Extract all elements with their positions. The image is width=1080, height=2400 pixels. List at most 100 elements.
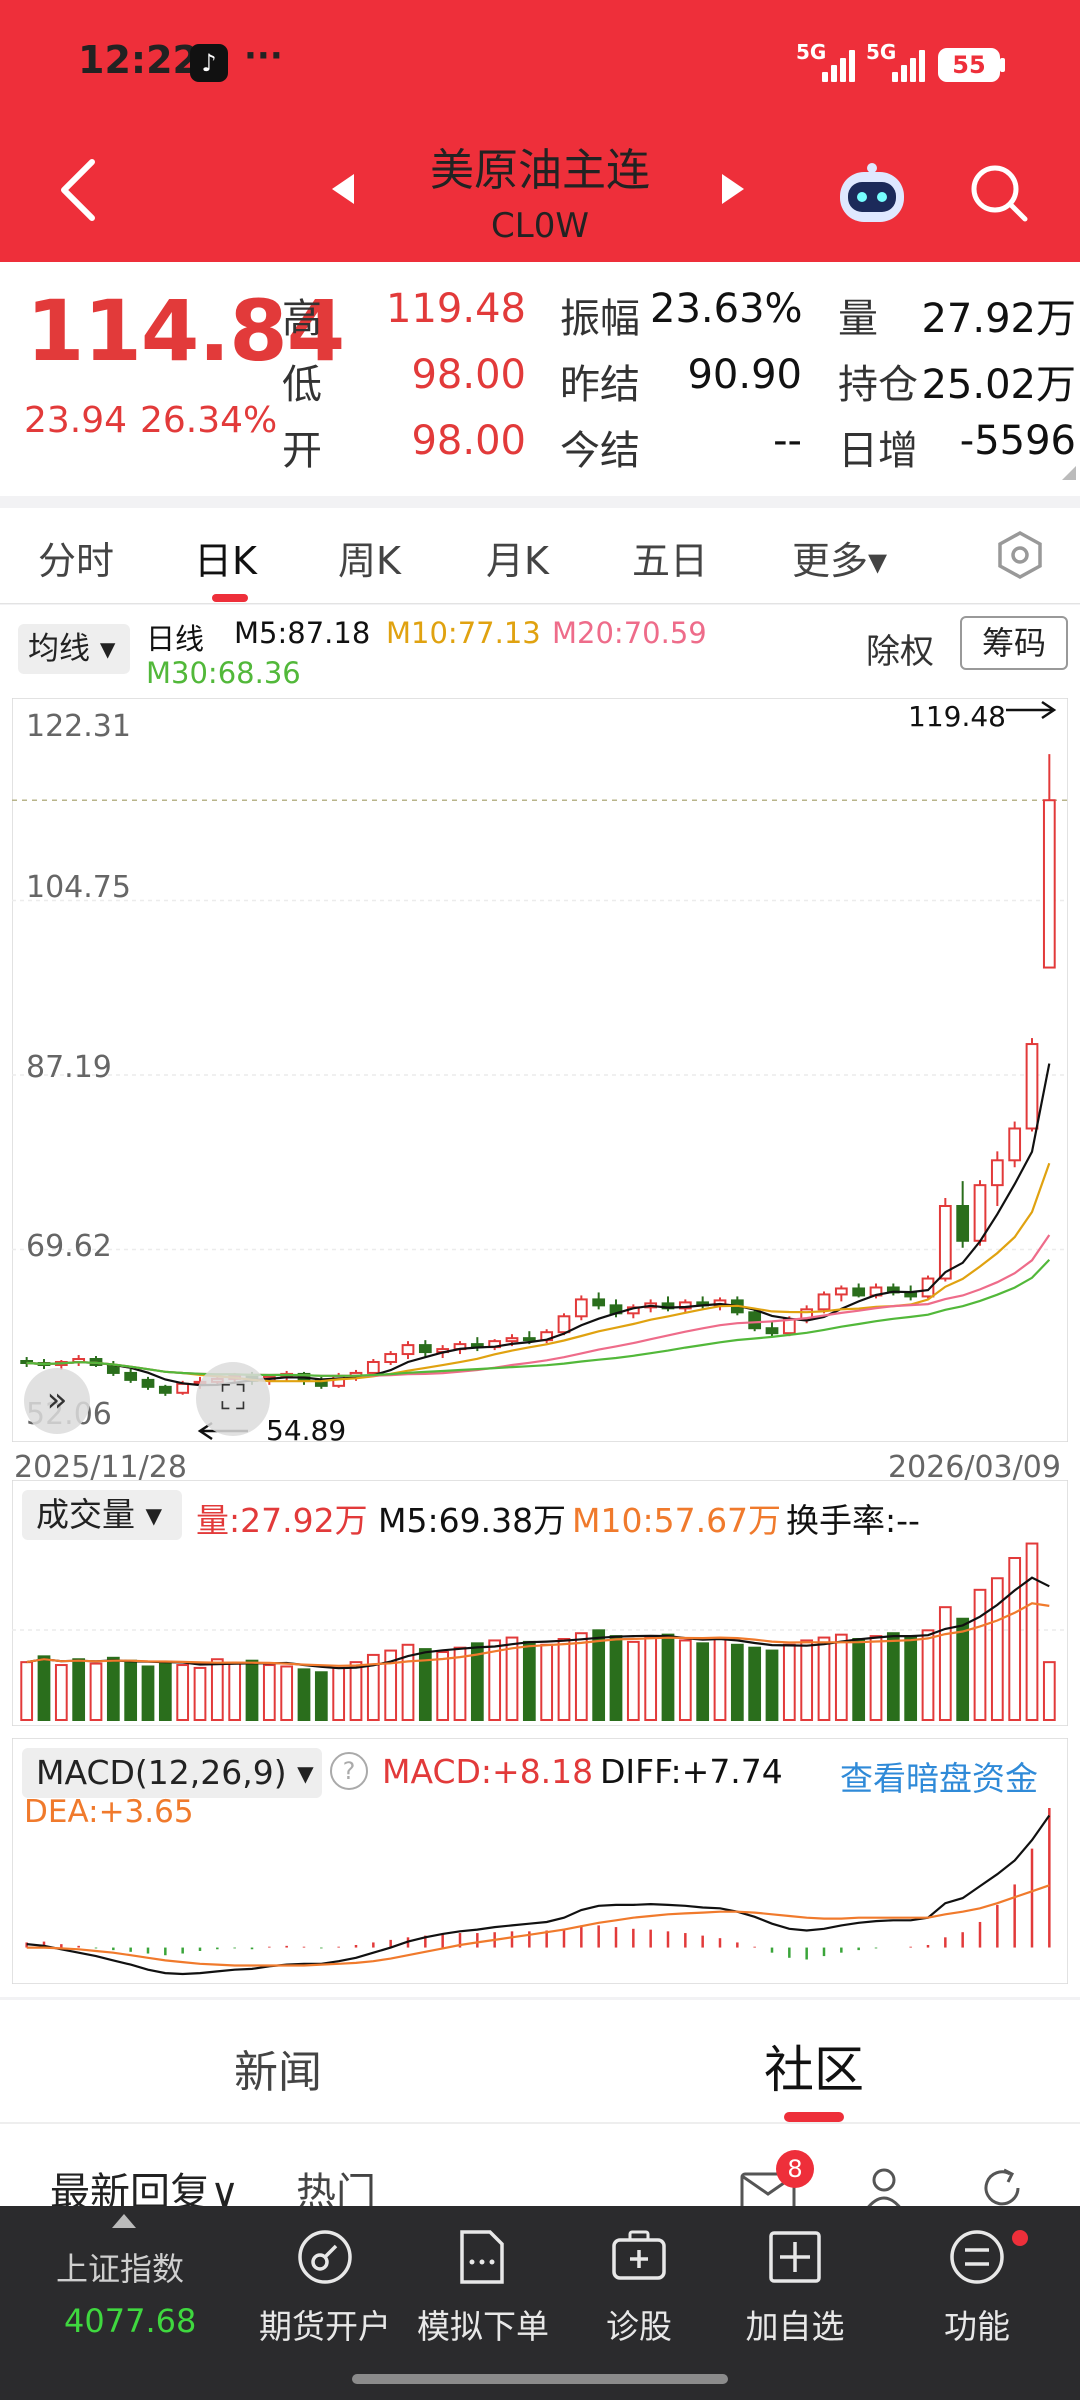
volume-bar bbox=[332, 1666, 346, 1721]
x-end-date: 2026/03/09 bbox=[888, 1450, 1061, 1485]
kline-chart[interactable]: 122.31 104.75 87.19 69.62 52.06 119.48 5… bbox=[12, 698, 1068, 1442]
futures-account-button[interactable]: 期货开户 bbox=[259, 2307, 391, 2346]
ma30-value: M30:68.36 bbox=[146, 656, 301, 690]
futures-account-icon[interactable] bbox=[296, 2228, 354, 2286]
candle bbox=[852, 1287, 866, 1297]
min-price-annotation: 54.89 bbox=[266, 1414, 346, 1442]
contract-code: CL0W bbox=[491, 206, 589, 246]
candle bbox=[124, 1371, 138, 1381]
prev-contract-button[interactable] bbox=[330, 172, 356, 215]
candle bbox=[800, 1308, 814, 1321]
status-time: 12:22 bbox=[78, 38, 199, 82]
candle bbox=[973, 1184, 987, 1242]
ma-selector[interactable]: 均线 ▾ bbox=[18, 624, 130, 674]
volume-bar bbox=[713, 1637, 727, 1721]
bottom-toolbar bbox=[0, 2206, 1080, 2400]
back-button[interactable] bbox=[58, 158, 98, 233]
search-icon[interactable] bbox=[968, 162, 1030, 224]
help-icon[interactable]: ? bbox=[330, 1752, 368, 1790]
volume-bar bbox=[384, 1649, 398, 1722]
volume-chart[interactable] bbox=[12, 1480, 1068, 1726]
functions-button[interactable]: 功能 bbox=[944, 2307, 1010, 2346]
dark-pool-link[interactable]: 查看暗盘资金 bbox=[840, 1759, 1038, 1798]
volume-bar bbox=[592, 1629, 606, 1721]
volume-indicator-selector[interactable]: 成交量 ▾ bbox=[22, 1490, 182, 1540]
tab-news[interactable]: 新闻 bbox=[234, 2047, 322, 2098]
open-interest-value: 25.02万 bbox=[921, 362, 1076, 408]
caret-up-icon[interactable] bbox=[112, 2214, 136, 2228]
tab-five-day[interactable]: 五日 bbox=[632, 539, 709, 583]
volume-bar bbox=[782, 1643, 796, 1722]
tab-intraday[interactable]: 分时 bbox=[38, 539, 115, 583]
volume-bar bbox=[817, 1636, 831, 1721]
tab-daily-k[interactable]: 日K bbox=[194, 539, 257, 583]
volume-bar bbox=[765, 1649, 779, 1722]
y-tick-label: 69.62 bbox=[26, 1229, 112, 1264]
ma5-line bbox=[26, 1063, 1051, 1387]
volume-bar bbox=[505, 1636, 519, 1721]
macd-chart[interactable] bbox=[12, 1738, 1068, 1984]
daily-change-label: 日增 bbox=[838, 428, 918, 474]
low-label: 低 bbox=[282, 362, 322, 408]
add-watchlist-button[interactable]: 加自选 bbox=[745, 2307, 845, 2346]
volume-bar bbox=[661, 1633, 675, 1721]
document-icon[interactable] bbox=[452, 2228, 510, 2286]
battery-tip bbox=[1000, 58, 1005, 72]
candle bbox=[20, 1360, 34, 1365]
volume-bar bbox=[1025, 1542, 1039, 1721]
macd-value: MACD:+8.18 bbox=[382, 1752, 594, 1791]
volume-bar bbox=[1008, 1556, 1022, 1721]
tab-monthly-k[interactable]: 月K bbox=[486, 539, 549, 583]
volume-bar bbox=[574, 1632, 588, 1721]
expand-corner-icon[interactable] bbox=[1062, 466, 1076, 480]
tab-weekly-k[interactable]: 周K bbox=[338, 539, 401, 583]
period-tabs bbox=[0, 508, 1080, 604]
volume-bar bbox=[228, 1662, 242, 1721]
active-tab-indicator bbox=[212, 594, 248, 602]
expand-chart-button[interactable]: » bbox=[24, 1368, 90, 1434]
add-watchlist-icon[interactable] bbox=[766, 2228, 824, 2286]
volume-bar bbox=[453, 1646, 467, 1722]
stock-diagnosis-button[interactable]: 诊股 bbox=[606, 2307, 672, 2346]
volume-bar bbox=[141, 1665, 155, 1721]
settle-label: 今结 bbox=[560, 428, 640, 474]
high-label: 高 bbox=[282, 296, 322, 342]
quote-panel bbox=[0, 262, 1080, 496]
chips-button[interactable]: 筹码 bbox=[960, 616, 1068, 670]
ma20-value: M20:70.59 bbox=[552, 616, 707, 650]
open-interest-label: 持仓 bbox=[838, 362, 918, 408]
settings-hex-icon[interactable] bbox=[996, 530, 1044, 580]
settle-value: -- bbox=[773, 418, 802, 464]
y-tick-label: 87.19 bbox=[26, 1050, 112, 1085]
volume-bar bbox=[488, 1639, 502, 1721]
volume-bar bbox=[522, 1640, 536, 1721]
chevron-left-icon bbox=[61, 159, 95, 221]
tab-more[interactable]: 更多▾ bbox=[792, 539, 888, 583]
amplitude-label: 振幅 bbox=[560, 296, 640, 342]
volume-bar bbox=[436, 1651, 450, 1721]
refresh-icon[interactable] bbox=[980, 2166, 1024, 2210]
index-name[interactable]: 上证指数 bbox=[56, 2250, 185, 2288]
next-contract-button[interactable] bbox=[720, 172, 746, 215]
volume-bar bbox=[800, 1639, 814, 1721]
ai-robot-icon[interactable] bbox=[834, 162, 910, 226]
volume-bar bbox=[297, 1668, 311, 1721]
candle bbox=[574, 1298, 588, 1318]
prev-settle-value: 90.90 bbox=[687, 352, 802, 398]
volume-bar bbox=[124, 1659, 138, 1721]
user-icon[interactable] bbox=[862, 2166, 906, 2210]
home-indicator[interactable] bbox=[352, 2374, 728, 2384]
volume-bar bbox=[730, 1643, 744, 1722]
status-more-icon: ··· bbox=[244, 36, 283, 76]
ex-rights-toggle[interactable]: 除权 bbox=[866, 632, 934, 672]
volume-bar bbox=[1042, 1661, 1056, 1722]
macd-indicator-selector[interactable]: MACD(12,26,9) ▾ bbox=[22, 1748, 322, 1798]
volume-bar bbox=[938, 1606, 952, 1721]
menu-icon[interactable] bbox=[948, 2228, 1006, 2286]
low-value: 98.00 bbox=[411, 352, 526, 398]
fullscreen-button[interactable]: ⛶ bbox=[196, 1362, 270, 1436]
ma10-value: M10:77.13 bbox=[386, 616, 541, 650]
simulated-order-button[interactable]: 模拟下单 bbox=[417, 2307, 549, 2346]
stock-diagnosis-icon[interactable] bbox=[610, 2228, 668, 2286]
tab-community[interactable]: 社区 bbox=[764, 2041, 864, 2099]
